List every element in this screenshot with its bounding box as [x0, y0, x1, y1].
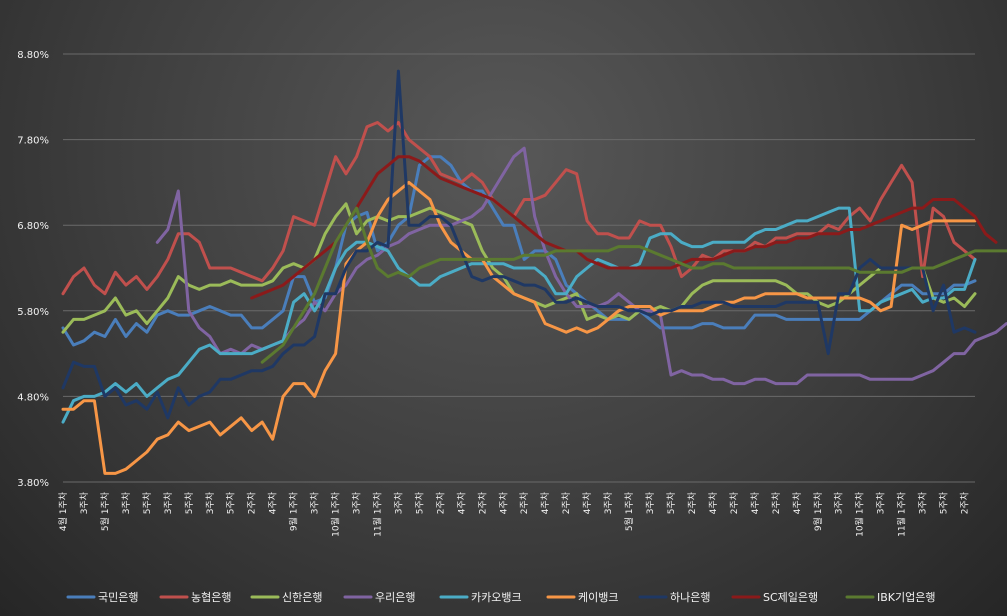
x-tick-label: 4주차: [749, 491, 761, 514]
y-tick-label: 7.80%: [17, 136, 49, 147]
series-line: [61, 206, 977, 424]
x-tick-label: 5주차: [141, 491, 153, 514]
x-tick-label: 2주차: [686, 491, 698, 514]
y-tick-label: 5.80%: [17, 307, 49, 318]
series-line: [155, 146, 1007, 386]
x-tick-label: 10월 1주차: [854, 491, 866, 537]
x-tick-label: 5주차: [938, 491, 950, 514]
x-tick-label: 2주차: [518, 491, 530, 514]
x-tick-label: 2주차: [560, 491, 572, 514]
x-tick-label: 4주차: [539, 491, 551, 514]
x-tick-label: 3주차: [917, 491, 929, 514]
y-tick-label: 8.80%: [17, 50, 49, 61]
y-tick-label: 3.80%: [17, 478, 49, 489]
x-tick-label: 4월 1주차: [57, 491, 69, 531]
x-tick-label: 3주차: [204, 491, 216, 514]
x-tick-label: 3주차: [351, 491, 363, 514]
x-tick-label: 3주차: [602, 491, 614, 514]
legend-label: 농협은행: [191, 591, 231, 604]
x-tick-label: 3주차: [875, 491, 887, 514]
x-tick-label: 4주차: [791, 491, 803, 514]
y-tick-label: 4.80%: [17, 392, 49, 403]
y-axis: 3.80% 4.80% 5.80% 6.80% 7.80% 8.80%: [17, 50, 49, 489]
x-tick-label: 5주차: [413, 491, 425, 514]
x-tick-label: 5주차: [183, 491, 195, 514]
series-line: [61, 69, 977, 420]
legend-label: 신한은행: [282, 591, 322, 604]
series-line: [260, 206, 1007, 364]
legend-label: SC제일은행: [763, 590, 818, 604]
x-tick-label: 3주차: [833, 491, 845, 514]
x-tick-label: 5주차: [225, 491, 237, 514]
x-tick-label: 3주차: [644, 491, 656, 514]
x-tick-label: 9월 1주차: [288, 491, 300, 531]
x-tick-label: 4주차: [267, 491, 279, 514]
series-line: [250, 155, 998, 300]
x-tick-label: 2주차: [770, 491, 782, 514]
legend-label: 케이뱅크: [578, 591, 618, 604]
series-lines: [61, 69, 1007, 475]
x-tick-label: 2주차: [476, 491, 488, 514]
grid: [63, 53, 975, 483]
x-tick-label: 3주차: [309, 491, 321, 514]
legend: 국민은행 농협은행 신한은행 우리은행 카카오뱅크 케이뱅크 하나은행 SC제일은행 IBK기업…: [66, 590, 935, 604]
x-tick-label: 2주차: [246, 491, 258, 514]
x-tick-label: 11월 1주차: [371, 491, 383, 537]
x-axis: 4월 1주차 3주차 5월 1주차 3주차 5주차 3주차 5주차 3주차 5주차 2주차 4주차 9…: [57, 491, 971, 537]
legend-label: 하나은행: [670, 590, 710, 604]
x-tick-label: 3주차: [78, 491, 90, 514]
legend-label: 카카오뱅크: [471, 591, 522, 604]
x-tick-label: 9월 1주차: [812, 491, 824, 531]
legend-label: 우리은행: [375, 591, 415, 604]
legend-label: 국민은행: [98, 591, 138, 604]
y-tick-label: 6.80%: [17, 221, 49, 232]
x-tick-label: 2주차: [434, 491, 446, 514]
x-tick-label: 11월 1주차: [896, 491, 908, 537]
x-tick-label: 2주차: [959, 491, 971, 514]
x-tick-label: 2주차: [728, 491, 740, 514]
x-tick-label: 3주차: [120, 491, 132, 514]
series-line: [61, 121, 977, 296]
x-tick-label: 4주차: [497, 491, 509, 514]
legend-label: IBK기업은행: [877, 591, 935, 604]
x-tick-label: 3주차: [162, 491, 174, 514]
x-tick-label: 4주차: [581, 491, 593, 514]
x-tick-label: 5주차: [665, 491, 677, 514]
series-line: [61, 180, 977, 475]
x-tick-label: 4주차: [707, 491, 719, 514]
x-tick-label: 10월 1주차: [330, 491, 342, 537]
series-line: [61, 155, 977, 347]
x-tick-label: 5월 1주차: [99, 491, 111, 531]
x-tick-label: 3주차: [392, 491, 404, 514]
x-tick-label: 5월 1주차: [623, 491, 635, 531]
x-tick-label: 4주차: [455, 491, 467, 514]
